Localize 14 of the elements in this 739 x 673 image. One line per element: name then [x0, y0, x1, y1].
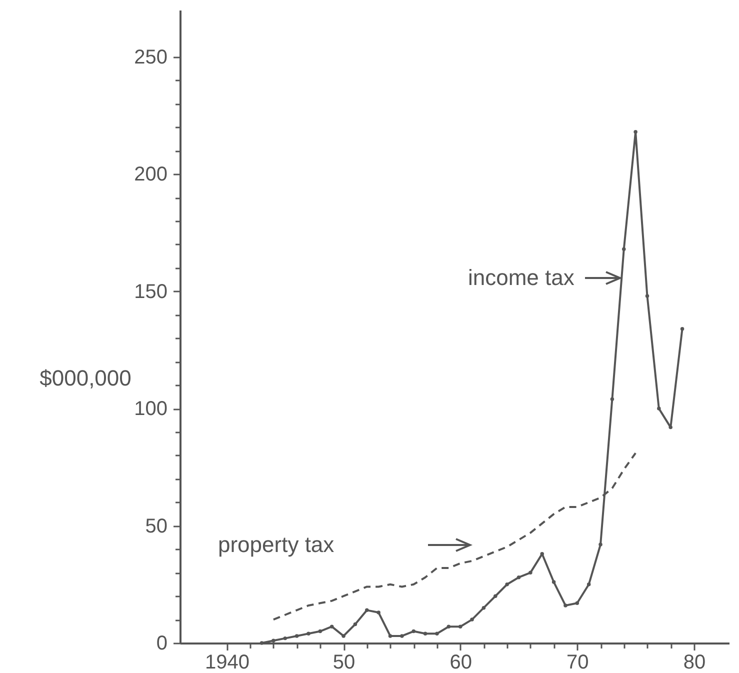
y-axis-title: $000,000	[40, 366, 132, 390]
series-label: property tax	[218, 532, 334, 557]
y-tick-label: 50	[145, 515, 168, 538]
y-tick-label: 100	[134, 398, 168, 420]
x-tick-label: 1940	[204, 652, 250, 673]
x-tick-label: 70	[566, 652, 589, 673]
y-tick-label: 0	[156, 632, 168, 654]
y-tick-label: 250	[134, 46, 168, 68]
x-tick-label: 50	[332, 652, 356, 673]
y-tick-label: 200	[134, 164, 168, 186]
y-tick-label: 150	[134, 280, 168, 303]
legend-label: income tax	[468, 265, 574, 290]
x-tick-label: 80	[683, 652, 706, 673]
x-tick-label: 60	[450, 652, 472, 673]
